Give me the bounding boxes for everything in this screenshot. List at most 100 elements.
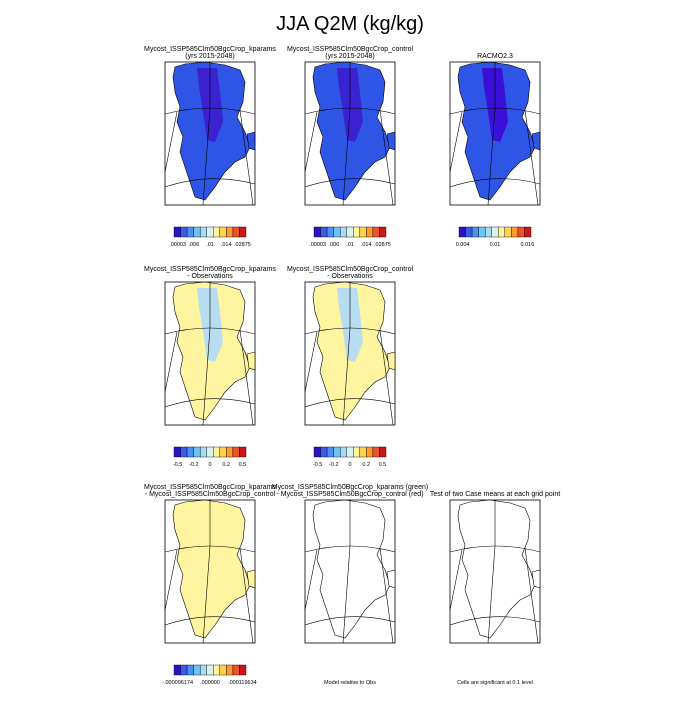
colorbar-cell xyxy=(186,226,194,238)
colorbar-label: .000119634 xyxy=(228,680,257,686)
colorbar-cell xyxy=(193,664,201,676)
colorbar-cell xyxy=(239,226,247,238)
panel-title: RACMO2.3 xyxy=(477,53,513,60)
colorbar-cell xyxy=(359,226,367,238)
panel-caption: Model relative to Obs xyxy=(324,680,376,686)
colorbar-cell xyxy=(458,226,466,238)
colorbar-cell xyxy=(213,226,221,238)
meridian xyxy=(202,545,211,644)
colorbar-cell xyxy=(239,664,247,676)
colorbar-cell xyxy=(193,446,201,458)
colorbar-label: 0 xyxy=(348,462,351,468)
colorbar-cell xyxy=(346,446,354,458)
map xyxy=(449,499,541,644)
map xyxy=(304,499,396,644)
coast xyxy=(246,351,256,371)
colorbar-label: -0.5 xyxy=(313,462,322,468)
panel-title: Mycost_ISSP585Clm50BgcCrop_kparams xyxy=(144,46,276,53)
meridian xyxy=(202,107,211,206)
colorbar-label: -0.2 xyxy=(329,462,338,468)
colorbar-label: 0.2 xyxy=(222,462,230,468)
colorbar-cell xyxy=(186,664,194,676)
colorbar-cell xyxy=(232,226,240,238)
colorbar-cell xyxy=(199,226,207,238)
meridian xyxy=(379,547,394,644)
colorbar-cell xyxy=(180,446,188,458)
latitude-line xyxy=(164,178,256,188)
meridian xyxy=(304,549,318,611)
colorbar-cell xyxy=(173,226,181,238)
panel-title: Mycost_ISSP585Clm50BgcCrop_kparams (gree… xyxy=(272,484,428,491)
colorbar-cell xyxy=(346,226,354,238)
meridian xyxy=(379,109,394,206)
colorbar-cell xyxy=(213,446,221,458)
colorbar-cell xyxy=(173,446,181,458)
panel-title: (yrs 2015-2048) xyxy=(325,53,374,60)
colorbar-label: .000000 xyxy=(200,680,220,686)
meridian xyxy=(342,107,351,206)
colorbar-cell xyxy=(206,226,214,238)
colorbar-cell xyxy=(313,446,321,458)
map xyxy=(164,281,256,426)
meridian xyxy=(164,331,178,393)
panel-title: (yrs 2015-2048) xyxy=(185,53,234,60)
colorbar-cell xyxy=(372,226,380,238)
panel-title: Mycost_ISSP585Clm50BgcCrop_control xyxy=(287,46,414,53)
colorbar-label: .02875 xyxy=(374,242,391,248)
colorbar-cell xyxy=(213,664,221,676)
colorbar-cell xyxy=(353,226,361,238)
colorbar-cell xyxy=(226,446,234,458)
colorbar-cell xyxy=(313,226,321,238)
colorbar-label: 0.016 xyxy=(521,242,535,248)
colorbar-label: .014 xyxy=(221,242,232,248)
colorbar-label: 0.004 xyxy=(456,242,470,248)
colorbar-cell xyxy=(219,446,227,458)
colorbar-cell xyxy=(226,664,234,676)
colorbar-label: .00003 xyxy=(169,242,186,248)
meridian xyxy=(304,111,318,173)
colorbar-label: .01 xyxy=(206,242,214,248)
meridian xyxy=(449,111,463,173)
panel-title: Mycost_ISSP585Clm50BgcCrop_control xyxy=(287,266,414,273)
colorbar-label: 0 xyxy=(208,462,211,468)
colorbar-label: 0.5 xyxy=(379,462,387,468)
colorbar-cell xyxy=(206,664,214,676)
map xyxy=(304,281,396,426)
figure-title: JJA Q2M (kg/kg) xyxy=(276,13,424,35)
colorbar-label: .00003 xyxy=(309,242,326,248)
colorbar-cell xyxy=(219,664,227,676)
panel: RACMO2.3 0.004 0.01 0.016 xyxy=(449,53,541,248)
map xyxy=(164,61,256,206)
panel-title: - Observations xyxy=(327,273,373,280)
panel-title: Mycost_ISSP585Clm50BgcCrop_kparams xyxy=(144,266,276,273)
colorbar-cell xyxy=(517,226,525,238)
panel-title: - Mycost_ISSP585Clm50BgcCrop_control xyxy=(145,491,276,498)
colorbar-cell xyxy=(186,446,194,458)
coast xyxy=(246,131,256,151)
coast xyxy=(386,569,396,589)
latitude-line xyxy=(304,398,396,408)
panel: Mycost_ISSP585Clm50BgcCrop_kparams- Myco… xyxy=(144,484,276,686)
panel: Mycost_ISSP585Clm50BgcCrop_control(yrs 2… xyxy=(287,46,414,248)
colorbar-cell xyxy=(379,226,387,238)
panel: Mycost_ISSP585Clm50BgcCrop_kparams(yrs 2… xyxy=(144,46,276,248)
colorbar-cell xyxy=(471,226,479,238)
meridian xyxy=(164,549,178,611)
coast xyxy=(386,351,396,371)
meridian xyxy=(449,549,463,611)
latitude-line xyxy=(164,398,256,408)
colorbar-cell xyxy=(339,226,347,238)
colorbar-cell xyxy=(199,664,207,676)
panel-title: - Mycost_ISSP585Clm50BgcCrop_control (re… xyxy=(276,491,423,498)
colorbar-cell xyxy=(504,226,512,238)
colorbar-cell xyxy=(333,446,341,458)
colorbar-cell xyxy=(333,226,341,238)
colorbar-cell xyxy=(511,226,519,238)
map xyxy=(449,61,541,206)
map xyxy=(304,61,396,206)
meridian xyxy=(524,109,539,206)
colorbar-cell xyxy=(219,226,227,238)
colorbar-cell xyxy=(226,226,234,238)
coast xyxy=(531,569,541,589)
meridian xyxy=(524,547,539,644)
